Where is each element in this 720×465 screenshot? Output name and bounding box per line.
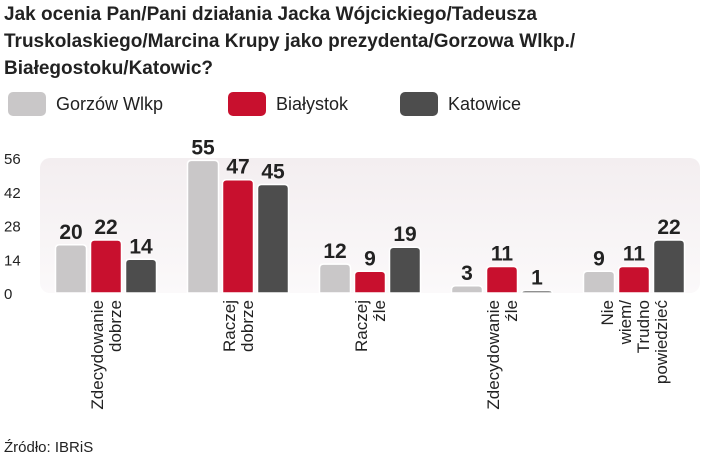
bar [186,159,220,294]
bar [318,263,352,294]
value-label: 45 [261,161,285,184]
legend-label: Białystok [276,94,349,114]
value-label: 11 [623,242,646,265]
value-label: 47 [226,156,249,179]
bar [353,270,387,294]
x-tick-label: Raczejźle [352,300,389,352]
value-label: 20 [59,221,82,244]
bar [520,289,554,294]
bar [450,285,484,294]
bar [582,270,616,294]
y-tick-label: 56 [4,151,21,168]
legend-label: Gorzów Wlkp [56,94,163,114]
value-label: 19 [393,223,416,246]
y-tick-label: 28 [4,219,21,236]
legend-swatch [8,92,46,116]
y-tick-label: 0 [4,286,12,303]
bar [124,258,158,294]
legend-swatch [228,92,266,116]
x-tick-label: Niewiem/Trudnopowiedzieć [598,300,671,385]
x-tick-label: Zdecydowanieźle [484,300,521,410]
bar [256,183,290,294]
value-label: 1 [531,267,543,290]
value-label: 22 [94,216,117,239]
bar [54,244,88,294]
legend-label: Katowice [448,94,521,114]
y-tick-label: 42 [4,185,21,202]
x-tick-label: Raczejdobrze [220,300,257,352]
value-label: 14 [129,235,153,258]
bar [652,239,686,294]
bar [617,265,651,294]
bar [485,265,519,294]
bar [388,246,422,294]
bar [89,239,123,294]
value-label: 12 [323,240,346,263]
value-label: 3 [461,262,473,285]
value-label: 9 [364,247,376,270]
bar [221,178,255,294]
source: Źródło: IBRiS [4,439,93,456]
x-tick-label: Zdecydowaniedobrze [88,300,125,410]
y-tick-label: 14 [4,252,21,269]
value-label: 22 [657,216,680,239]
value-label: 55 [191,136,215,159]
value-label: 11 [491,242,514,265]
legend-swatch [400,92,438,116]
value-label: 9 [593,247,605,270]
chart-title: Jak ocenia Pan/Pani działania Jacka Wójc… [4,4,576,79]
